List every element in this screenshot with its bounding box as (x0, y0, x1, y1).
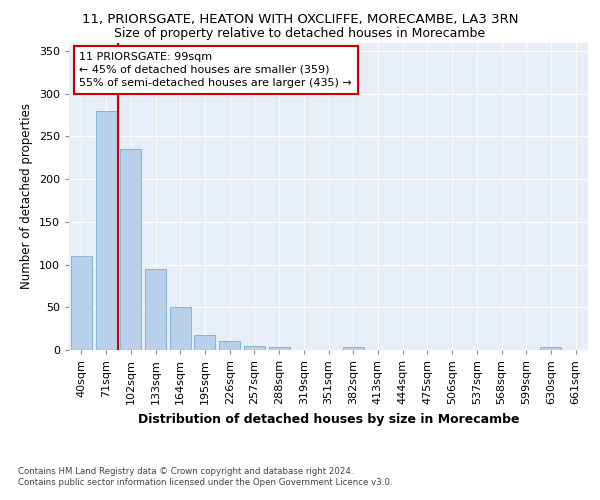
Text: Contains HM Land Registry data © Crown copyright and database right 2024.
Contai: Contains HM Land Registry data © Crown c… (18, 468, 392, 487)
Bar (71, 256, 92, 350)
Bar (194, 334, 215, 350)
Bar (343, 346, 364, 350)
Text: Distribution of detached houses by size in Morecambe: Distribution of detached houses by size … (138, 412, 520, 426)
Text: 11, PRIORSGATE, HEATON WITH OXCLIFFE, MORECAMBE, LA3 3RN: 11, PRIORSGATE, HEATON WITH OXCLIFFE, MO… (82, 12, 518, 26)
Y-axis label: Number of detached properties: Number of detached properties (20, 104, 33, 289)
Bar (244, 346, 265, 350)
Text: 11 PRIORSGATE: 99sqm
← 45% of detached houses are smaller (359)
55% of semi-deta: 11 PRIORSGATE: 99sqm ← 45% of detached h… (79, 52, 352, 88)
Text: Size of property relative to detached houses in Morecambe: Size of property relative to detached ho… (115, 28, 485, 40)
Bar (219, 340, 240, 350)
Bar (541, 346, 562, 350)
Bar (120, 150, 141, 350)
Bar (95, 111, 116, 350)
Bar (145, 269, 166, 350)
Bar (269, 346, 290, 350)
Bar (170, 308, 191, 350)
